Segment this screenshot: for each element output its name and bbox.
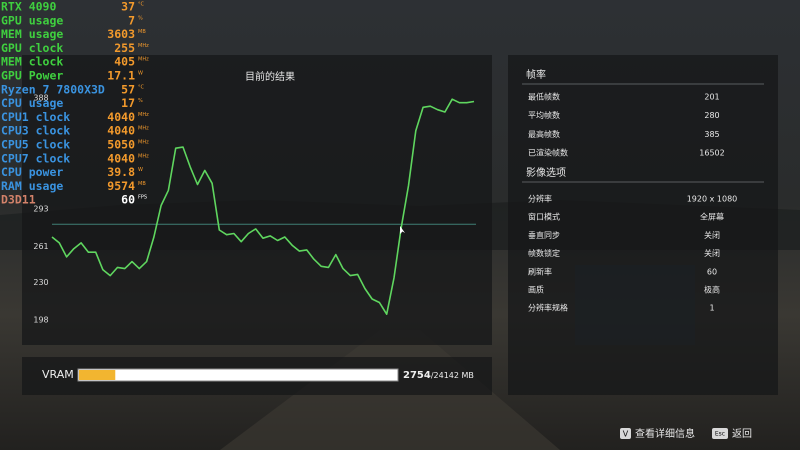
overlay-unit: % [138,98,143,104]
stat-label: 分辨率规格 [528,303,568,313]
stat-value: 极高 [704,285,720,295]
overlay-value: 3603 [107,27,135,41]
stat-label: 帧数锁定 [528,248,560,258]
overlay-unit: % [138,15,143,21]
stat-label: 画质 [528,285,544,295]
stat-label: 刷新率 [528,266,552,276]
stat-value: 1920 x 1080 [687,195,738,204]
stat-label: 平均帧数 [528,110,560,120]
stat-label: 分辨率 [528,194,552,204]
overlay-label: GPU usage [1,13,63,27]
overlay-unit: MB [138,29,146,35]
y-tick-label: 198 [33,316,48,325]
stat-value: 关闭 [704,230,720,240]
overlay-value: 4040 [107,151,135,165]
overlay-unit: MHz [138,57,149,63]
overlay-unit: °C [138,84,145,90]
footer-label: 查看详细信息 [635,427,695,440]
overlay-unit: W [138,71,143,77]
overlay-value: 5050 [107,138,135,152]
overlay-unit: MB [138,181,146,187]
graph-title: 目前的结果 [245,70,295,83]
stats-panel [508,55,778,395]
overlay-label: CPU7 clock [1,151,70,165]
key-label: Esc [715,431,725,438]
overlay-value: 57 [121,82,135,96]
stat-value: 385 [704,130,719,139]
overlay-unit: MHz [138,140,149,146]
overlay-value: 37 [121,0,135,14]
overlay-label: CPU1 clock [1,110,70,124]
overlay-label: CPU5 clock [1,138,70,152]
overlay-value: 405 [114,55,135,69]
overlay-value: 255 [114,41,135,55]
overlay-label: D3D11 [1,193,36,207]
cursor [400,226,405,234]
y-tick-label: 230 [33,278,48,287]
overlay-label: CPU power [1,165,63,179]
overlay-label: Ryzen 7 7800X3D [1,82,105,96]
stat-value: 关闭 [704,248,720,258]
stat-label: 窗口模式 [528,212,560,222]
stat-label: 最低帧数 [528,92,560,102]
overlay-unit: MHz [138,43,149,49]
framerate-title: 帧率 [526,68,546,81]
y-tick-label: 388 [33,94,48,103]
y-tick-label: 293 [33,205,48,214]
overlay-label: GPU clock [1,41,63,55]
overlay-unit: FPS [138,195,147,201]
overlay-value: 9574 [107,179,135,193]
stat-value: 280 [704,111,719,120]
overlay-label: GPU Power [1,69,63,83]
stat-value: 全屏幕 [700,212,724,222]
vram-fill [79,370,116,380]
key-badge [712,428,728,439]
overlay-label: RTX 4090 [1,0,56,14]
stat-value: 16502 [699,149,724,158]
stat-value: 201 [704,93,719,102]
overlay-label: MEM usage [1,27,63,41]
y-tick-label: 261 [33,242,48,251]
key-label: V [623,430,629,439]
overlay-value: 39.8 [107,165,135,179]
vram-text: 2754/24142 MB [403,370,474,381]
vram-total: /24142 MB [431,371,474,380]
overlay-value: 4040 [107,110,135,124]
stat-label: 垂直同步 [528,230,560,240]
overlay-value: 60 [121,193,135,207]
overlay-unit: MHz [138,126,149,132]
stat-label: 已渲染帧数 [528,148,568,158]
overlay-value: 4040 [107,124,135,138]
graph-panel [22,55,492,345]
overlay-label: RAM usage [1,179,63,193]
overlay-unit: MHz [138,153,149,159]
overlay-label: CPU3 clock [1,124,70,138]
footer-label: 返回 [732,428,752,440]
overlay-value: 17 [121,96,135,110]
overlay-value: 7 [128,13,135,27]
stat-value: 1 [709,304,714,313]
video-title: 影像选项 [526,166,566,179]
stat-value: 60 [707,267,717,276]
vram-label: VRAM [42,368,74,381]
stat-label: 最高帧数 [528,129,560,139]
overlay-unit: W [138,167,143,173]
fps-line [51,98,475,315]
overlay-value: 17.1 [107,69,135,83]
overlay-label: MEM clock [1,55,63,69]
key-badge [620,428,631,439]
vram-used: 2754 [403,370,431,381]
overlay-unit: °C [138,2,145,8]
vram-track [77,368,399,382]
overlay-unit: MHz [138,112,149,118]
overlay-label: CPU usage [1,96,63,110]
